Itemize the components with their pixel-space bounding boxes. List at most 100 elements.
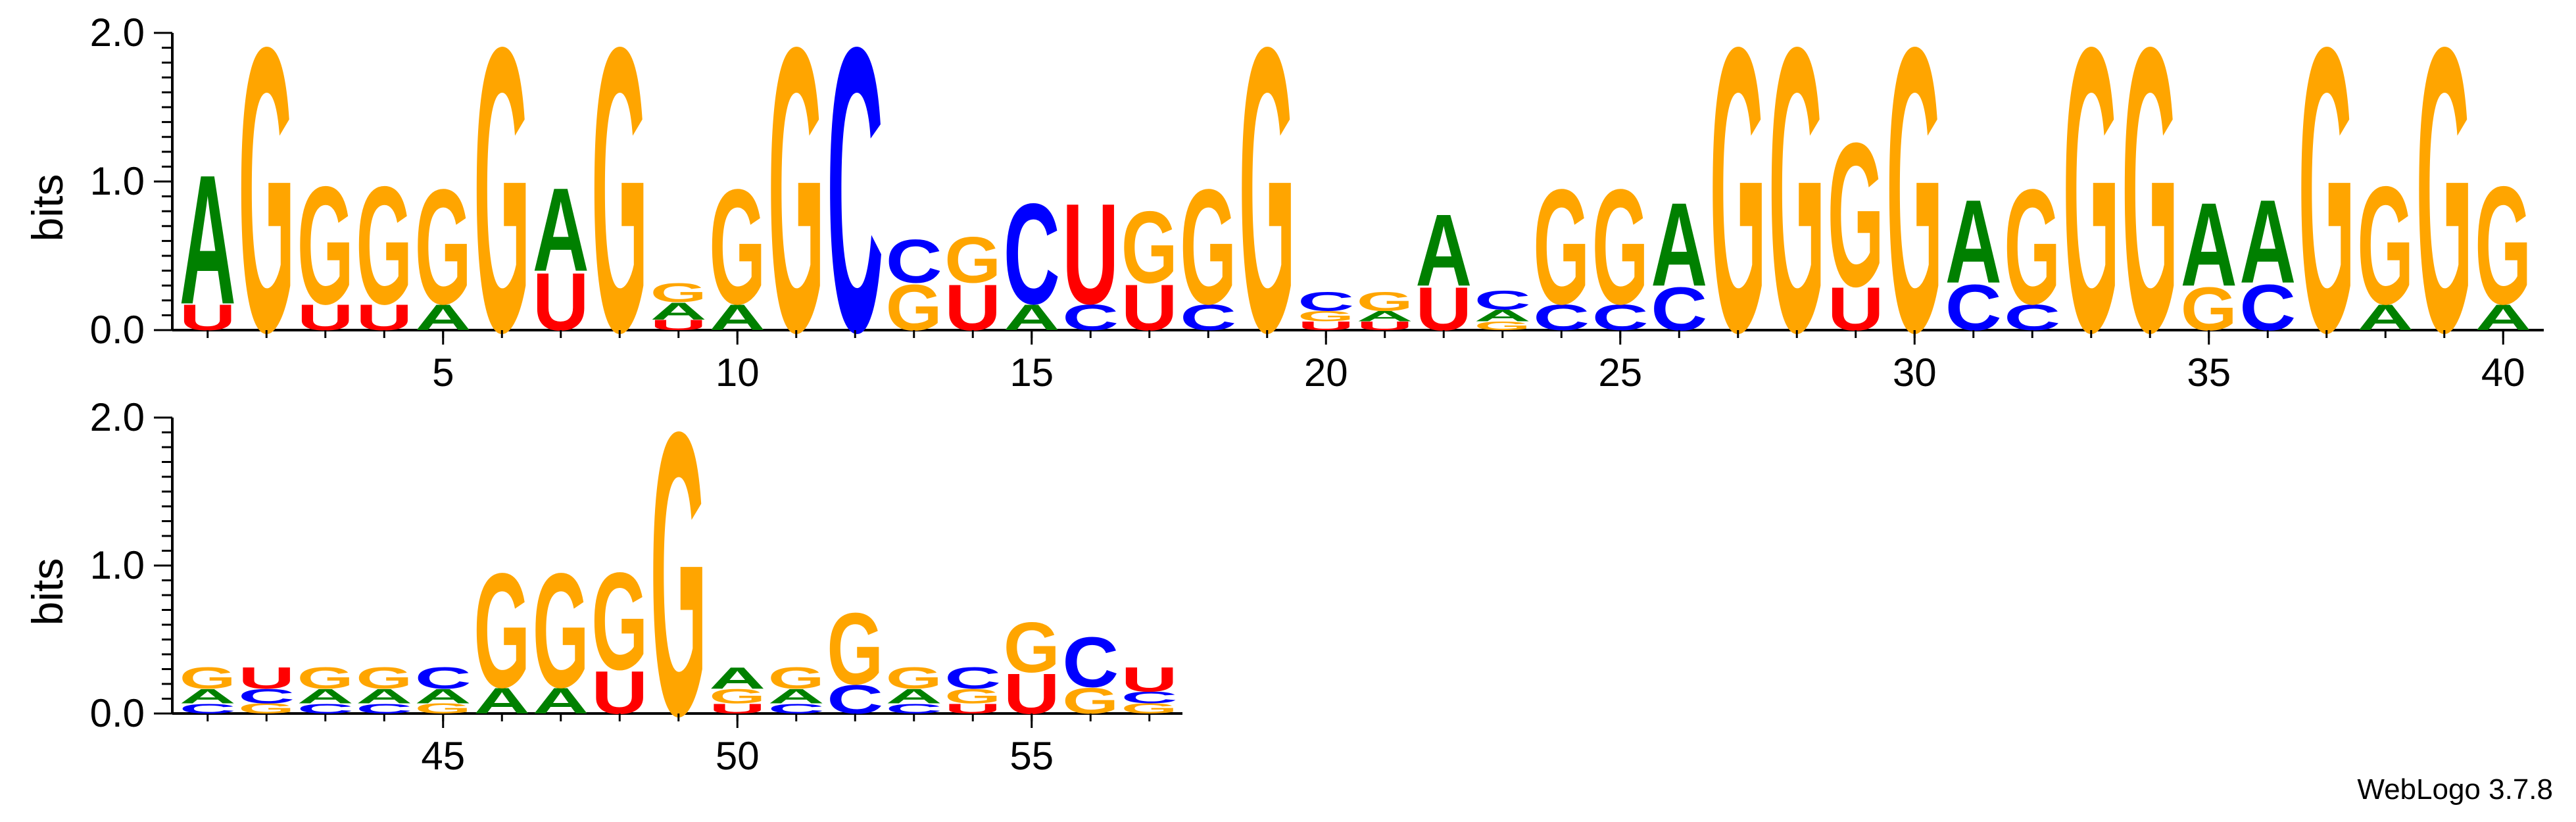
x-tick-label: 20 xyxy=(1304,351,1348,395)
x-tick-label: 55 xyxy=(1009,734,1054,778)
logo-letter-U: U xyxy=(1121,660,1178,699)
logo-column-32: CG xyxy=(2004,155,2060,338)
x-tick-label: 30 xyxy=(1893,351,1937,395)
x-tick-label: 35 xyxy=(2187,351,2231,395)
logo-column-31: CA xyxy=(1945,176,2002,345)
logo-letter-G: G xyxy=(591,0,648,416)
logo-column-24: CG xyxy=(1533,155,1590,338)
logo-letter-C: C xyxy=(1474,285,1531,315)
logo-letter-G: G xyxy=(356,660,412,694)
logo-letter-G: G xyxy=(2357,151,2414,339)
logo-letter-G: G xyxy=(1828,100,1884,329)
logo-column-49: G xyxy=(650,347,707,800)
logo-letter-A: A xyxy=(1651,178,1707,311)
logo-letter-G: G xyxy=(415,155,472,338)
logo-letter-G: G xyxy=(1357,287,1413,316)
logo-letter-G: G xyxy=(474,539,530,722)
logo-letter-G: G xyxy=(827,591,883,706)
y-tick-label: 1.0 xyxy=(90,159,145,203)
logo-column-37: G xyxy=(2298,0,2355,416)
logo-column-7: UA xyxy=(533,164,589,348)
logo-letter-U: U xyxy=(1062,174,1119,334)
logo-letter-G: G xyxy=(238,0,295,416)
logo-column-28: G xyxy=(1768,0,1825,416)
logo-letter-G: G xyxy=(2298,0,2355,416)
logo-letter-A: A xyxy=(1474,306,1531,325)
logo-column-41: CAG xyxy=(180,660,236,716)
logo-letter-G: G xyxy=(709,685,766,708)
logo-column-50: UGA xyxy=(709,661,766,717)
logo-letter-C: C xyxy=(1298,287,1354,316)
logo-column-29: UG xyxy=(1828,100,1884,343)
logo-column-56: GC xyxy=(1062,623,1119,721)
logo-letter-G: G xyxy=(180,660,236,694)
logo-letter-A: A xyxy=(533,164,589,297)
logo-letter-C: C xyxy=(944,661,1001,695)
logo-column-20: UGC xyxy=(1298,287,1354,333)
logo-column-16: CU xyxy=(1062,174,1119,338)
logo-column-1: UA xyxy=(180,136,236,343)
logo-letter-C: C xyxy=(827,0,883,417)
logo-letter-A: A xyxy=(1415,193,1472,308)
logo-letter-A: A xyxy=(2239,176,2296,308)
logo-letter-G: G xyxy=(533,539,589,722)
logo-column-54: UGC xyxy=(944,661,1001,717)
y-axis-label: bits xyxy=(23,558,72,626)
logo-column-43: CAG xyxy=(297,660,354,716)
logo-letter-A: A xyxy=(768,685,825,708)
logo-column-10: AG xyxy=(709,155,766,338)
logo-letter-A: A xyxy=(297,685,354,708)
logo-letter-C: C xyxy=(1062,623,1119,702)
logo-letter-A: A xyxy=(1945,176,2002,308)
logo-column-34: G xyxy=(2122,0,2178,416)
y-tick-label: 1.0 xyxy=(90,543,145,587)
weblogo-credit: WebLogo 3.7.8 xyxy=(2357,773,2553,806)
logo-column-6: G xyxy=(474,0,530,416)
logo-letter-C: C xyxy=(238,685,295,708)
logo-letter-G: G xyxy=(2475,151,2531,339)
logo-column-51: CAG xyxy=(768,660,825,716)
logo-column-14: UG xyxy=(944,224,1001,345)
x-tick-label: 10 xyxy=(716,351,760,395)
logo-letter-G: G xyxy=(297,660,354,694)
logo-letter-G: G xyxy=(474,0,530,416)
logo-column-44: CAG xyxy=(356,660,412,716)
logo-column-4: UG xyxy=(356,151,412,339)
logo-letter-G: G xyxy=(297,151,354,339)
logo-letter-G: G xyxy=(1474,319,1531,333)
y-tick-label: 0.0 xyxy=(90,308,145,352)
logo-column-39: G xyxy=(2416,0,2473,416)
logo-letter-G: G xyxy=(2122,0,2178,416)
logo-letter-U: U xyxy=(1357,319,1413,333)
logo-letter-G: G xyxy=(1533,155,1590,338)
logo-column-57: GCU xyxy=(1121,660,1178,717)
logo-column-46: AG xyxy=(474,539,530,722)
logo-letter-G: G xyxy=(1121,190,1178,304)
logo-letter-G: G xyxy=(1239,0,1296,416)
logo-column-42: GCU xyxy=(238,661,295,717)
x-tick-label: 40 xyxy=(2481,351,2525,395)
logo-letter-C: C xyxy=(886,227,942,296)
logo-letter-G: G xyxy=(591,544,648,699)
logo-column-2: G xyxy=(238,0,295,416)
logo-column-17: UG xyxy=(1121,190,1178,345)
logo-letter-A: A xyxy=(1357,308,1413,324)
logo-column-19: G xyxy=(1239,0,1296,416)
logo-letter-G: G xyxy=(944,685,1001,708)
logo-letter-G: G xyxy=(1886,0,1943,416)
logo-letter-G: G xyxy=(1592,155,1649,338)
x-tick-label: 45 xyxy=(421,734,465,778)
logo-letter-C: C xyxy=(415,661,472,695)
logo-column-30: G xyxy=(1886,0,1943,416)
y-tick-label: 2.0 xyxy=(90,395,145,439)
logo-column-52: CG xyxy=(827,591,883,722)
logo-letter-G: G xyxy=(768,660,825,694)
logo-column-12: C xyxy=(827,0,883,417)
logo-column-13: GC xyxy=(886,227,942,345)
logo-column-45: GAC xyxy=(415,661,472,717)
logo-letter-G: G xyxy=(2004,155,2060,338)
logo-letter-G: G xyxy=(709,155,766,338)
logo-column-8: G xyxy=(591,0,648,416)
